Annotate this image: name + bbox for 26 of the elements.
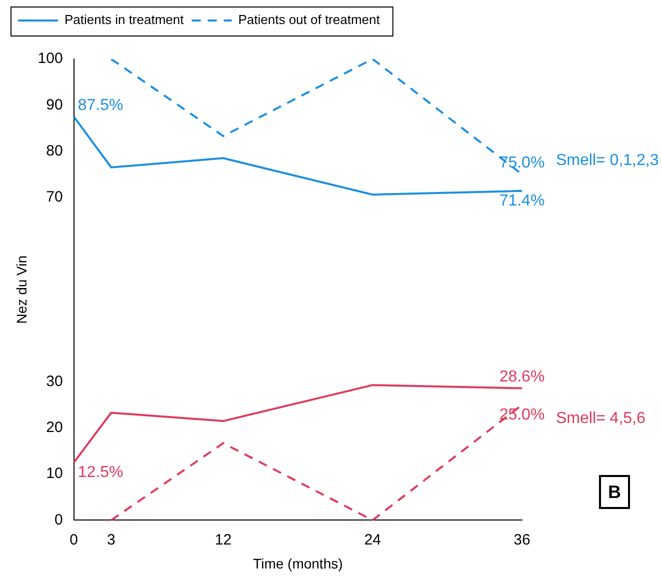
y-tick-label: 70 (46, 188, 63, 206)
y-axis-title: Nez du Vin (13, 255, 30, 324)
data-label: 75.0% (499, 154, 545, 172)
data-label: 25.0% (499, 406, 545, 424)
y-tick-label: 100 (38, 50, 63, 68)
data-label: 28.6% (499, 368, 545, 386)
text: B (608, 482, 621, 502)
y-tick-label: 80 (46, 142, 63, 160)
y-tick-label: 10 (46, 465, 63, 482)
y-tick-label: 90 (46, 96, 63, 114)
y-tick-label: 0 (54, 511, 63, 528)
y-tick-label: 20 (46, 419, 63, 436)
legend-label: Patients out of treatment (238, 12, 380, 28)
x-tick-label: 0 (70, 531, 78, 548)
data-label: 12.5% (78, 464, 124, 481)
y-tick-label: 30 (46, 372, 63, 390)
x-tick-label: 24 (364, 531, 381, 548)
text: Smell= 4,5,6 (556, 410, 646, 428)
x-tick-label: 3 (107, 531, 116, 548)
data-label: 87.5% (78, 97, 124, 114)
x-tick-label: 36 (514, 531, 530, 548)
data-label: 71.4% (499, 192, 545, 210)
text: Smell= 0,1,2,3 (556, 152, 659, 170)
legend-label: Patients in treatment (64, 12, 184, 28)
x-axis-title: Time (months) (253, 555, 343, 572)
x-tick-label: 12 (214, 531, 232, 548)
